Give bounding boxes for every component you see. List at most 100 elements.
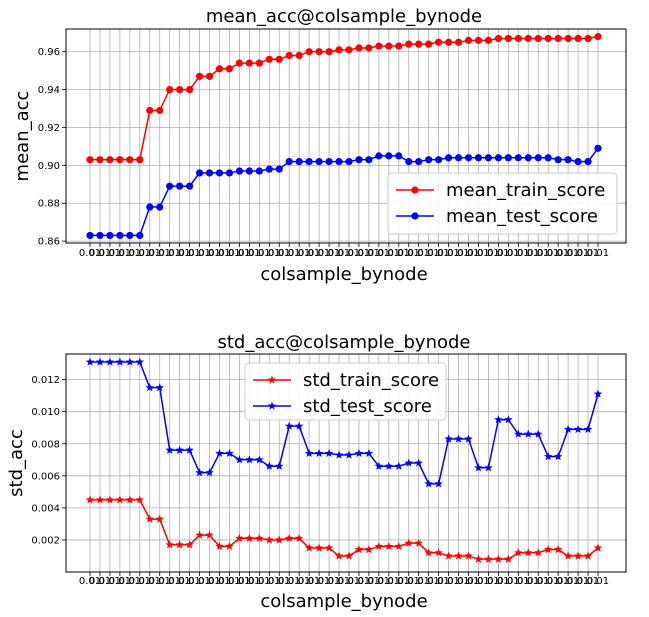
mean_train_score-point — [156, 106, 164, 115]
x-tick-label: 0.01 — [557, 248, 579, 259]
x-tick-label: 0.01 — [348, 576, 370, 587]
mean_train_score-point — [345, 46, 353, 54]
mean_test_score-point — [395, 152, 403, 160]
x-tick-label: 0.01 — [99, 576, 121, 587]
mean_train_score-point — [146, 106, 154, 115]
x-tick-label: 0.01 — [288, 576, 310, 587]
mean_test_score-point — [235, 167, 244, 175]
x-tick-label: 0.01 — [338, 576, 360, 587]
mean_test_score-point — [365, 156, 373, 164]
std_train_score-point — [543, 545, 553, 554]
x-tick-label: 0.01 — [99, 248, 121, 259]
mean_test_score-point — [116, 231, 124, 240]
mean_test_score-point — [205, 169, 214, 177]
std_train_score-series — [85, 495, 603, 563]
std_test_score-point — [573, 424, 583, 433]
x-tick-label: 0.01 — [109, 248, 131, 259]
mean_train_score-point — [474, 36, 483, 44]
mean_test_score-point — [355, 156, 363, 164]
std_test_score-point — [344, 450, 354, 459]
y-tick-label: 0.012 — [31, 375, 60, 386]
mean-acc-chart: mean_acc@colsample_bynode 0.860.880.900.… — [12, 6, 627, 285]
x-tick-label: 0.01 — [457, 576, 479, 587]
x-tick-label: 0.01 — [308, 576, 330, 587]
std_test_score-point — [394, 461, 404, 470]
x-tick-label: 0.01 — [258, 576, 280, 587]
x-tick-label: 0.01 — [109, 576, 131, 587]
legend-label: std_train_score — [303, 370, 439, 391]
x-tick-label: 0.01 — [487, 248, 509, 259]
std_train_score-point — [394, 541, 404, 550]
std_train_score-point — [165, 540, 174, 549]
x-tick-label: 0.01 — [149, 248, 171, 259]
mean-acc-title: mean_acc@colsample_bynode — [206, 6, 482, 27]
mean_test_score-point — [574, 157, 582, 166]
mean_test_score-point — [146, 203, 154, 211]
x-tick-label: 0.01 — [308, 248, 330, 259]
x-tick-label: 0.01 — [447, 248, 469, 259]
std-acc-xlabel: colsample_bynode — [260, 591, 427, 612]
mean_test_score-point — [156, 203, 164, 211]
mean_test_score-point — [335, 157, 343, 166]
std_train_score-point — [195, 530, 204, 539]
mean_train_score-point — [225, 65, 234, 73]
std_test_score-point — [255, 455, 264, 464]
x-tick-label: 0.01 — [89, 576, 111, 587]
legend-swatch-marker — [411, 212, 419, 220]
std_train_score-point — [354, 545, 364, 554]
mean_test_score-point — [375, 152, 383, 160]
std_test_score-point — [245, 455, 254, 464]
std_train_score-point — [484, 554, 493, 563]
y-tick-label: 0.010 — [31, 407, 60, 418]
legend-label: std_test_score — [303, 396, 432, 417]
std-acc-series — [85, 357, 603, 563]
mean_train_score-point — [255, 59, 263, 67]
mean_test_score-point — [504, 154, 512, 162]
x-tick-label: 0.01 — [159, 576, 181, 587]
x-tick-label: 0.01 — [188, 248, 210, 259]
x-tick-label: 0.01 — [218, 576, 240, 587]
mean_test_score-point — [405, 157, 413, 166]
std_train_score-point — [85, 495, 95, 504]
mean_train_score-point — [305, 48, 313, 56]
x-tick-label: 0.01 — [457, 248, 479, 259]
std_train_score-point — [404, 538, 414, 547]
std_test_score-point — [414, 458, 423, 467]
mean_train_score-point — [594, 32, 602, 41]
x-tick-label: 0.01 — [437, 576, 459, 587]
std_train_score-point — [514, 548, 523, 557]
std_train_score-point — [533, 548, 543, 557]
std_train_score-point — [414, 538, 423, 547]
x-tick-label: 0.01 — [198, 248, 220, 259]
std_train_score-point — [284, 533, 294, 542]
x-tick-label: 0.01 — [89, 248, 111, 259]
mean_test_score-point — [215, 169, 224, 177]
std_train_score-point — [135, 495, 145, 504]
x-tick-label: 0.01 — [328, 576, 350, 587]
std_train_score-point — [235, 533, 244, 542]
std_train_score-point — [245, 533, 254, 542]
std_test_score-point — [523, 429, 533, 438]
x-tick-label: 0.01 — [208, 248, 230, 259]
x-tick-label: 0.01 — [527, 248, 549, 259]
std_train_score-point — [424, 548, 433, 557]
x-tick-label: 0.01 — [238, 576, 260, 587]
mean_train_score-point — [554, 34, 562, 43]
std_train_score-point — [593, 543, 603, 552]
mean_train_score-point — [504, 34, 512, 43]
x-tick-label: 0.01 — [477, 576, 499, 587]
std_test_score-point — [235, 455, 244, 464]
std-acc-plot-frame — [65, 353, 627, 573]
mean_train_score-point — [494, 34, 502, 43]
legend-swatch-marker — [411, 186, 419, 194]
x-tick-label: 0.01 — [497, 248, 519, 259]
std_train_score-point — [145, 514, 155, 523]
mean_test_score-point — [315, 157, 323, 166]
y-tick-label: 0.90 — [38, 161, 60, 172]
y-tick-label: 0.88 — [38, 199, 60, 210]
x-tick-label: 0.01 — [567, 248, 589, 259]
std_train_score-point — [205, 530, 214, 539]
mean_train_score-point — [325, 48, 333, 56]
mean_test_score-point — [245, 167, 253, 175]
mean_train_score-point — [205, 72, 214, 80]
